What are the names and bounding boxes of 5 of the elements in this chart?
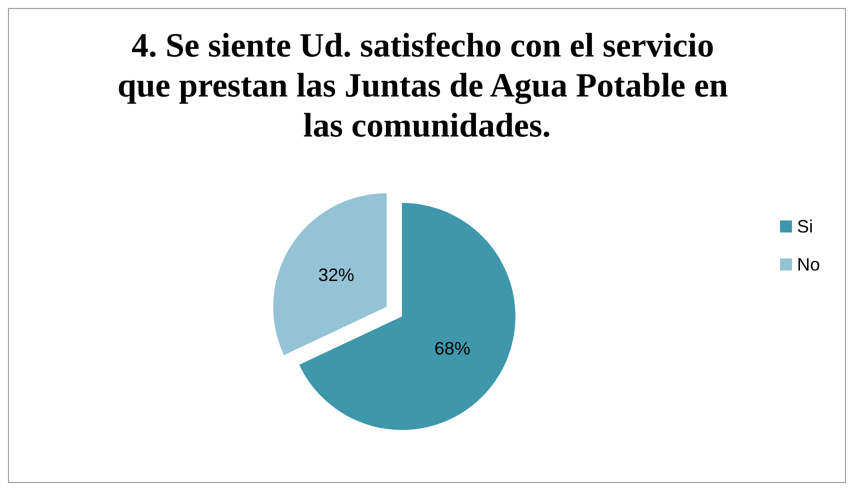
legend-label: Si xyxy=(796,216,814,236)
data-label: 68% xyxy=(434,338,470,358)
data-label: 32% xyxy=(318,264,354,285)
chart-title: 4. Se siente Ud. satisfecho con el servicio que prestan las Juntas de Agua Potable en las comunidades. xyxy=(117,28,737,144)
legend-label: No xyxy=(796,254,820,274)
